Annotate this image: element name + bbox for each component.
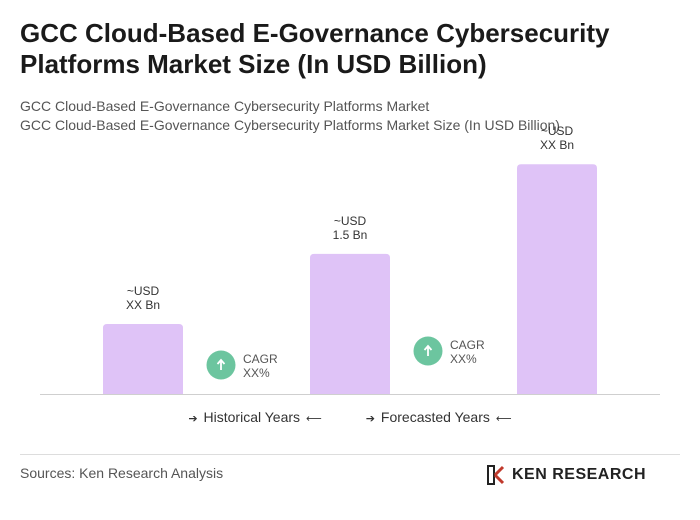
cagr-arrow xyxy=(423,344,433,356)
legend-label: Forecasted Years xyxy=(380,409,490,425)
logo-icon xyxy=(487,465,505,485)
logo-text: KEN RESEARCH xyxy=(512,466,647,483)
divider xyxy=(20,454,680,455)
subtitle: GCC Cloud-Based E-Governance Cybersecuri… xyxy=(20,98,430,114)
value-label: ~USD XX Bn xyxy=(125,283,161,312)
legend-item: ➔ Forecasted Years ⟵ xyxy=(365,409,512,425)
bar xyxy=(517,164,597,394)
bar xyxy=(310,253,390,394)
cagr-arrow xyxy=(216,358,226,370)
value-label: ~USD XX Bn xyxy=(539,124,575,153)
legend-label: Historical Years xyxy=(203,409,301,425)
chart-title: GCC Cloud-Based E-Governance Cybersecuri… xyxy=(20,18,610,79)
bar xyxy=(103,323,183,394)
source: Sources: Ken Research Analysis xyxy=(20,465,224,481)
legend: ➔ Historical Years ⟵ ➔ Forecasted Years ⟵ xyxy=(0,409,700,425)
cagr-label: CAGR XX% xyxy=(243,352,278,380)
value-label: ~USD 1.5 Bn xyxy=(332,213,368,242)
legend-item: ➔ Historical Years ⟵ xyxy=(188,409,322,425)
chart xyxy=(40,164,660,395)
subtitle: GCC Cloud-Based E-Governance Cybersecuri… xyxy=(20,117,560,133)
cagr-label: CAGR XX% xyxy=(450,338,485,366)
logo: KEN RESEARCH xyxy=(486,464,646,486)
